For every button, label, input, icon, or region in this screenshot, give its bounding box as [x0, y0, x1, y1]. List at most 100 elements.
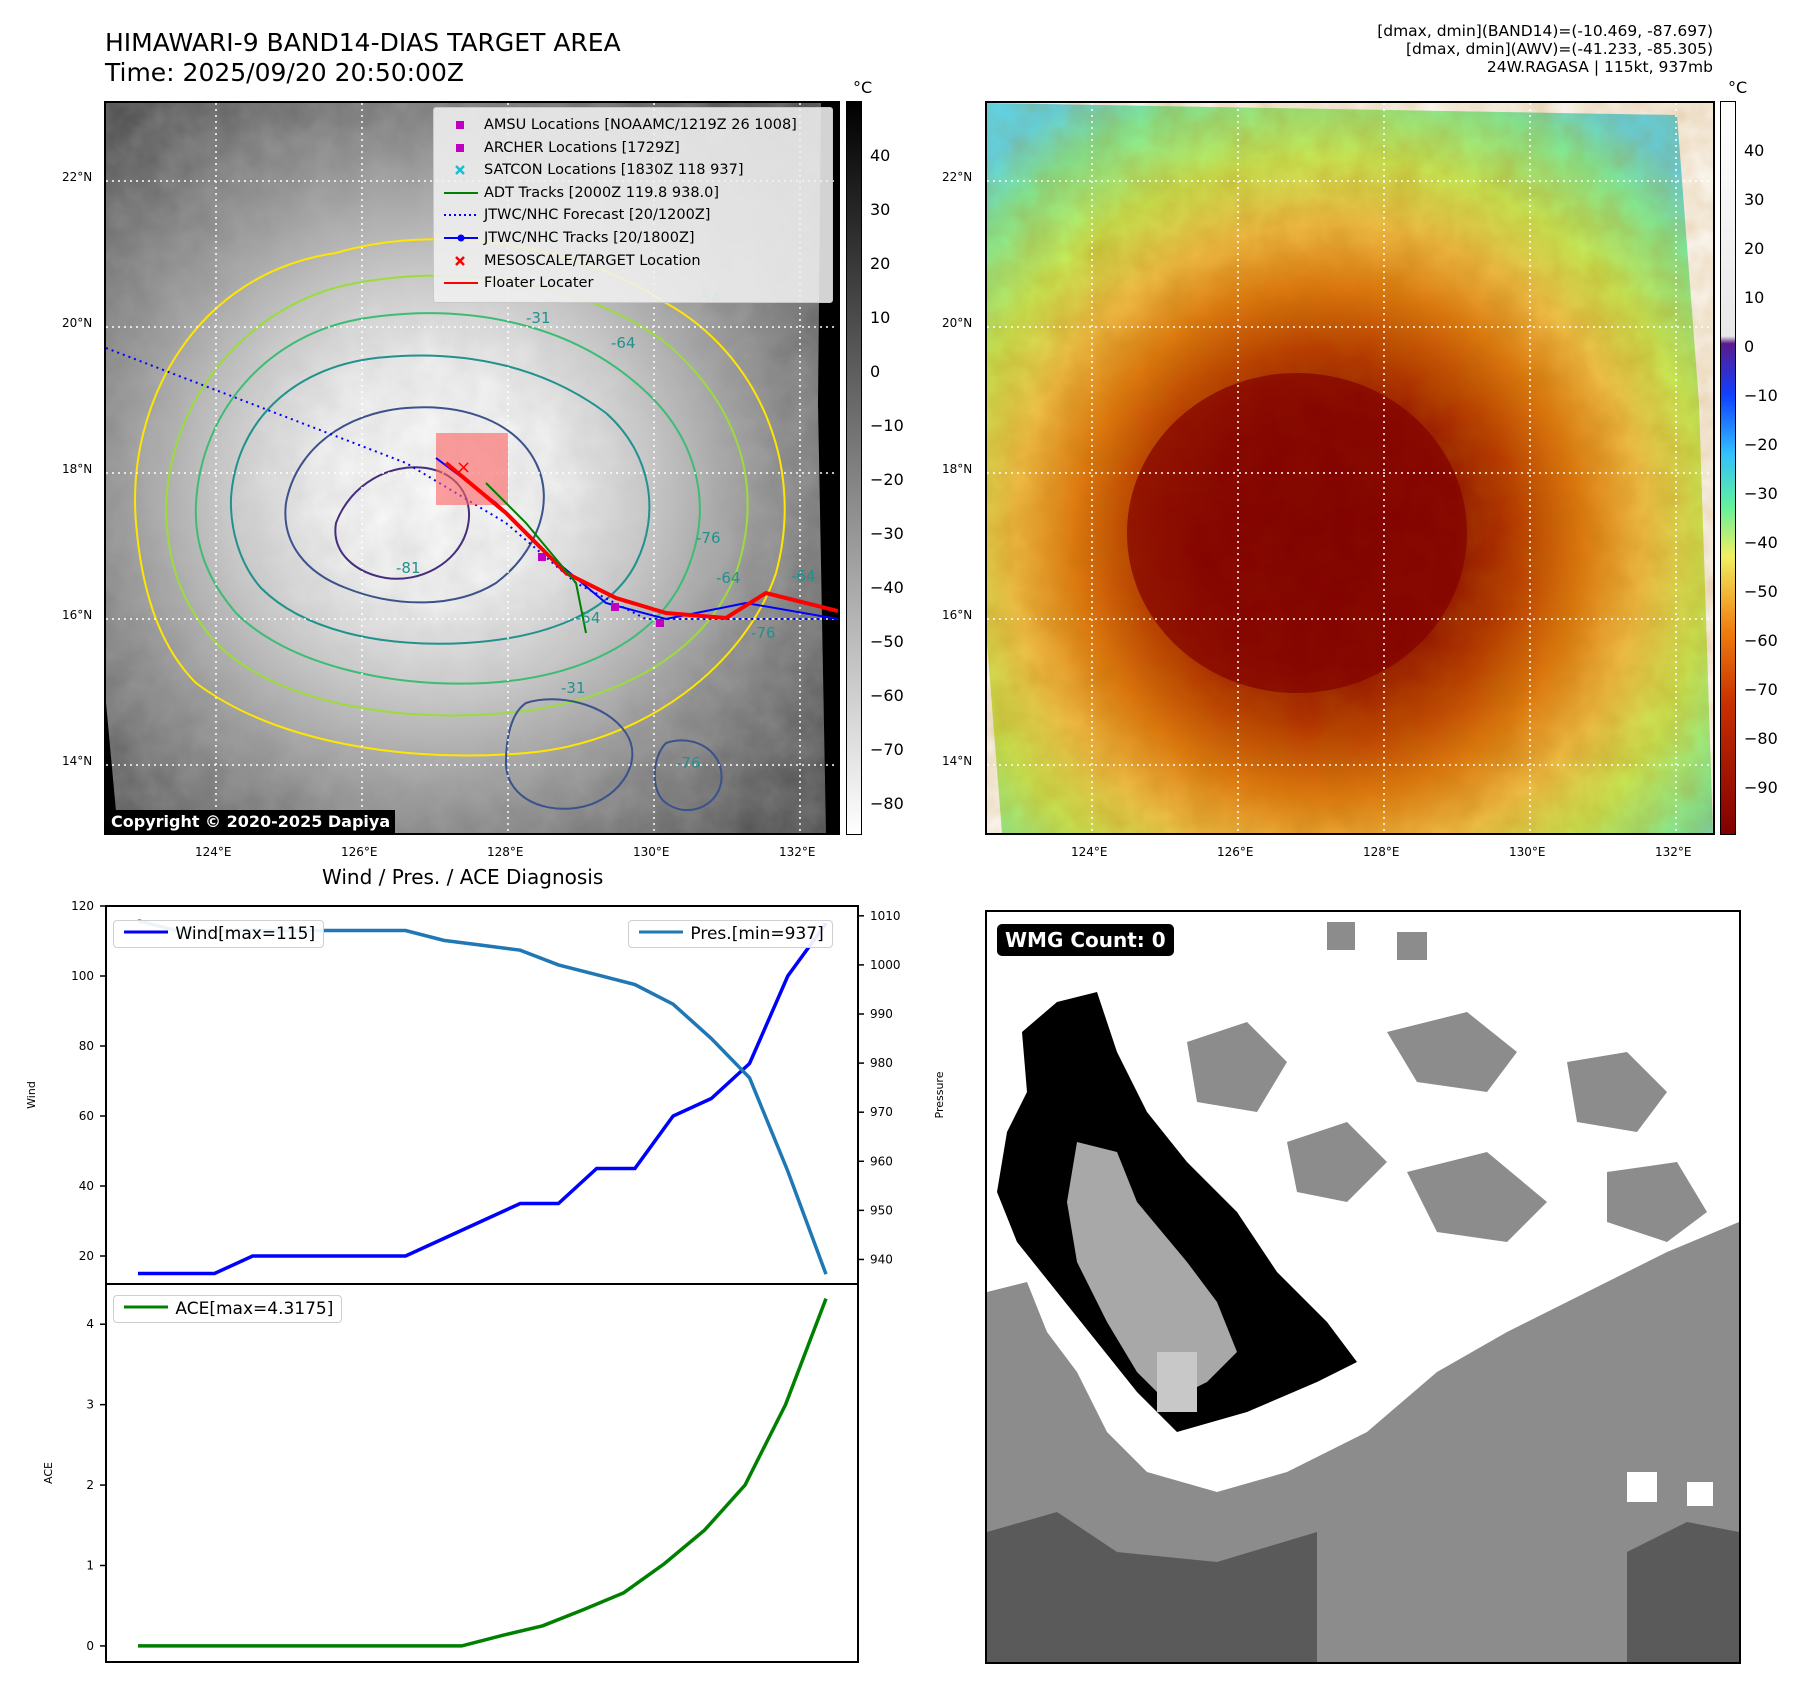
colorbar-tick: 40	[1744, 141, 1765, 160]
colorbar-tick: −90	[1744, 778, 1778, 797]
ace-axis-label: ACE	[42, 1462, 55, 1484]
ir-map-panel: × -31 -54 -64 -76 -81 -54 -31 -64 -76 -7…	[104, 101, 840, 835]
contour-label: -81	[396, 559, 421, 577]
ace-legend-line-icon	[124, 1305, 168, 1309]
pressure-legend: Pres.[min=937]	[628, 920, 833, 948]
legend-forecast: JTWC/NHC Forecast [20/1200Z]	[434, 204, 832, 227]
no-data-edge-left	[106, 703, 118, 833]
wind-tick-label: 40	[79, 1179, 94, 1193]
colorbar-tick: −60	[870, 686, 904, 705]
pressure-tick-label: 1010	[870, 909, 901, 923]
wind-tick-label: 100	[71, 969, 94, 983]
contour-label: -76	[751, 624, 776, 642]
pressure-axis-label: Pressure	[933, 1071, 946, 1118]
wind-series-line	[138, 922, 828, 1276]
contour-label: -64	[611, 334, 636, 352]
wmg-count-badge: WMG Count: 0	[997, 924, 1174, 956]
colorbar-tick: −50	[870, 632, 904, 651]
ace-tick-label: 3	[86, 1398, 94, 1412]
eye-wall-core	[1127, 373, 1467, 693]
title-line-1: HIMAWARI-9 BAND14-DIAS TARGET AREA	[105, 28, 621, 57]
colorbar-tick: −20	[1744, 435, 1778, 454]
lon-tick: 126°E	[1217, 845, 1254, 859]
ace-tick-label: 4	[86, 1317, 94, 1331]
contour-label: -76	[696, 529, 721, 547]
colorbar-tick: −20	[870, 470, 904, 489]
top-axes-frame	[105, 905, 859, 1285]
colorbar-tick: −60	[1744, 631, 1778, 650]
lon-tick: 130°E	[633, 845, 670, 859]
pressure-legend-label: Pres.[min=937]	[690, 924, 824, 944]
legend-amsu: AMSU Locations [NOAAMC/1219Z 26 1008]	[434, 114, 832, 137]
pressure-tick-label: 940	[870, 1252, 893, 1266]
wind-tick-label: 80	[79, 1039, 94, 1053]
lat-tick: 18°N	[62, 462, 93, 476]
diagnosis-title: Wind / Pres. / ACE Diagnosis	[322, 865, 604, 889]
x-marker-icon	[455, 255, 465, 266]
figure-title: HIMAWARI-9 BAND14-DIAS TARGET AREA Time:…	[105, 28, 621, 88]
colorbar-tick: −30	[870, 524, 904, 543]
colorbar-tick: 0	[1744, 337, 1755, 356]
legend-floater: Floater Locater	[434, 272, 832, 295]
info-line-1: [dmax, dmin](BAND14)=(-10.469, -87.697)	[1377, 22, 1713, 40]
title-line-2: Time: 2025/09/20 20:50:00Z	[105, 58, 464, 87]
colorbar-tick: −70	[1744, 680, 1778, 699]
lon-tick: 132°E	[779, 845, 816, 859]
archer-marker	[538, 553, 546, 561]
colorbar-tick: 0	[870, 362, 881, 381]
legend-label: Floater Locater	[484, 275, 594, 292]
contours	[134, 238, 786, 812]
colorbar-tick: −40	[870, 578, 904, 597]
ace-tick-label: 1	[86, 1558, 94, 1572]
wind-legend-line-icon	[124, 930, 168, 934]
legend-mesoscale: MESOSCALE/TARGET Location	[434, 250, 832, 273]
legend-label: MESOSCALE/TARGET Location	[484, 252, 701, 269]
bottom-axes-frame	[105, 1283, 859, 1663]
lat-tick: 14°N	[942, 754, 973, 768]
colorbar-tick: −50	[1744, 582, 1778, 601]
colorbar-tick: 20	[870, 254, 891, 273]
contour-label: -76	[676, 754, 701, 772]
storm-info: [dmax, dmin](BAND14)=(-10.469, -87.697) …	[1377, 22, 1713, 76]
colorbar-tick: 40	[870, 146, 891, 165]
wind-axis-label: Wind	[25, 1081, 38, 1109]
colorbar-tick: 30	[870, 200, 891, 219]
contour-label: -54	[576, 609, 601, 627]
awv-colorbar	[1720, 101, 1736, 835]
awv-gridlines	[987, 103, 1713, 833]
colorbar-tick: −30	[1744, 484, 1778, 503]
lon-tick: 128°E	[487, 845, 524, 859]
wind-legend: Wind[max=115]	[113, 920, 325, 948]
lat-tick: 18°N	[942, 462, 973, 476]
ace-tick-label: 0	[86, 1639, 94, 1653]
ace-legend-label: ACE[max=4.3175]	[175, 1299, 334, 1319]
pressure-tick-label: 970	[870, 1105, 893, 1119]
legend-label: AMSU Locations [NOAAMC/1219Z 26 1008]	[484, 117, 797, 133]
lon-tick: 124°E	[195, 845, 232, 859]
contour-label: -31	[526, 309, 551, 327]
colorbar-tick: −10	[1744, 386, 1778, 405]
mesoscale-marker: ×	[456, 457, 471, 478]
adt-track	[485, 482, 587, 634]
wind-legend-label: Wind[max=115]	[175, 924, 316, 944]
info-line-3: 24W.RAGASA | 115kt, 937mb	[1486, 58, 1713, 76]
lon-tick: 128°E	[1363, 845, 1400, 859]
info-line-2: [dmax, dmin](AWV)=(-41.233, -85.305)	[1406, 40, 1713, 58]
legend-satcon: SATCON Locations [1830Z 118 937]	[434, 159, 832, 182]
contour-label: -64	[716, 569, 741, 587]
awv-map	[987, 103, 1713, 833]
lat-tick: 22°N	[942, 170, 973, 184]
ace-tick-label: 2	[86, 1478, 94, 1492]
pressure-tick-label: 960	[870, 1154, 893, 1168]
colorbar-tick: −70	[870, 740, 904, 759]
legend-label: ARCHER Locations [1729Z]	[484, 139, 680, 156]
legend-adt: ADT Tracks [2000Z 119.8 938.0]	[434, 182, 832, 205]
legend-archer: ARCHER Locations [1729Z]	[434, 137, 832, 160]
legend-label: ADT Tracks [2000Z 119.8 938.0]	[484, 184, 720, 201]
track-legend: AMSU Locations [NOAAMC/1219Z 26 1008] AR…	[433, 107, 833, 303]
colorbar-tick: −80	[870, 794, 904, 813]
dotted-line-icon	[444, 214, 478, 217]
colorbar-tick: 10	[1744, 288, 1765, 307]
contour-label: -31	[561, 679, 586, 697]
lon-tick: 132°E	[1655, 845, 1692, 859]
